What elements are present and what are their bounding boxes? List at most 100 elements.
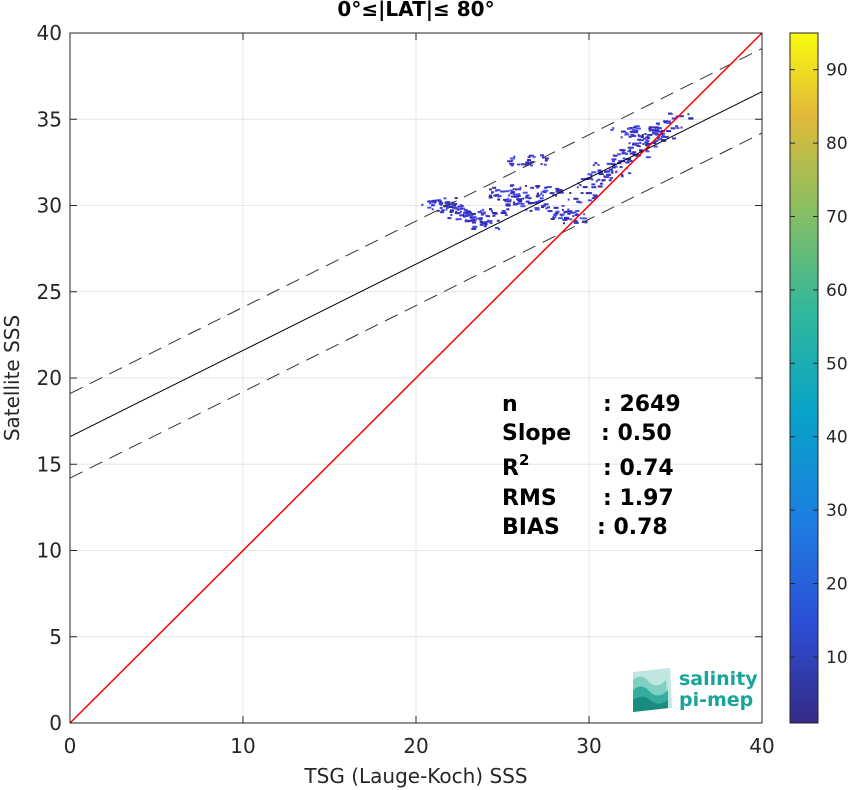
x-axis-label: TSG (Lauge-Koch) SSS xyxy=(303,764,527,788)
scatter-point xyxy=(681,115,684,118)
y-tick-label: 15 xyxy=(37,452,62,476)
scatter-point xyxy=(511,195,515,198)
scatter-point xyxy=(520,205,526,208)
scatter-point xyxy=(438,200,443,203)
scatter-cluster xyxy=(525,201,549,212)
scatter-point xyxy=(488,196,493,199)
scatter-point xyxy=(447,217,452,220)
scatter-point xyxy=(629,130,634,133)
scatter-point xyxy=(608,168,613,171)
scatter-point xyxy=(532,155,536,158)
scatter-point xyxy=(650,128,655,131)
scatter-point xyxy=(562,218,568,221)
scatter-point xyxy=(626,159,631,162)
scatter-point xyxy=(498,228,501,231)
scatter-point xyxy=(595,180,598,183)
scatter-point xyxy=(539,197,544,200)
scatter-point xyxy=(563,211,568,213)
scatter-point xyxy=(627,150,632,153)
scatter-point xyxy=(516,202,522,205)
scatter-point xyxy=(427,206,432,209)
scatter-point xyxy=(625,161,630,164)
scatter-point xyxy=(687,113,690,116)
scatter-cluster xyxy=(471,219,501,231)
regression-upper-dashed-line xyxy=(70,48,762,394)
scatter-point xyxy=(610,163,616,166)
scatter-point xyxy=(454,197,458,200)
scatter-point xyxy=(434,201,437,204)
scatter-point xyxy=(575,210,580,212)
scatter-point xyxy=(439,207,443,209)
scatter-point xyxy=(520,202,525,205)
scatter-point xyxy=(638,135,644,138)
scatter-point xyxy=(534,207,540,210)
scatter-point xyxy=(454,203,458,206)
scatter-point xyxy=(517,188,522,191)
scatter-point xyxy=(598,173,604,176)
scatter-point xyxy=(525,161,530,164)
scatter-point xyxy=(619,166,623,168)
scatter-point xyxy=(632,143,637,146)
scatter-point xyxy=(579,184,582,187)
scatter-cluster xyxy=(576,178,606,189)
scatter-point xyxy=(639,142,642,144)
scatter-point xyxy=(601,179,605,182)
scatter-point xyxy=(509,189,514,192)
scatter-point xyxy=(469,211,472,214)
scatter-point xyxy=(491,191,493,194)
y-tick-label: 35 xyxy=(37,107,62,131)
scatter-point xyxy=(590,174,593,177)
scatter-point xyxy=(455,218,459,221)
scatter-point xyxy=(489,208,493,211)
scatter-point xyxy=(517,195,521,197)
x-tick-label: 40 xyxy=(749,734,774,758)
scatter-point xyxy=(515,188,517,191)
scatter-point xyxy=(625,132,628,134)
scatter-point xyxy=(670,113,673,115)
scatter-point xyxy=(513,195,519,198)
scatter-point xyxy=(485,214,488,217)
scatter-point xyxy=(510,164,514,167)
scatter-point xyxy=(525,194,530,197)
scatter-point xyxy=(449,210,454,213)
scatter-point xyxy=(653,145,658,148)
scatter-point xyxy=(639,149,644,152)
scatter-point xyxy=(495,193,500,196)
scatter-point xyxy=(576,186,579,189)
scatter-point xyxy=(501,210,506,212)
scatter-point xyxy=(566,210,570,213)
scatter-point xyxy=(653,126,659,129)
scatter-point xyxy=(466,210,471,213)
scatter-point xyxy=(623,149,626,152)
scatter-point xyxy=(479,223,484,226)
scatter-point xyxy=(590,192,593,195)
scatter-point xyxy=(567,198,570,201)
scatter-point xyxy=(491,210,493,213)
scatter-point xyxy=(572,215,575,218)
scatter-point xyxy=(440,209,445,212)
scatter-cluster xyxy=(567,192,598,204)
scatter-point xyxy=(638,145,641,148)
scatter-point xyxy=(517,193,520,196)
scatter-point xyxy=(609,177,613,180)
scatter-point xyxy=(546,186,552,188)
scatter-point xyxy=(569,218,573,221)
scatter-point xyxy=(597,185,603,188)
x-tick-label: 30 xyxy=(576,734,601,758)
scatter-point xyxy=(541,206,545,209)
scatter-point xyxy=(613,165,618,168)
scatter-point xyxy=(555,210,560,213)
scatter-point xyxy=(543,163,547,166)
stat-r2-base: R xyxy=(502,456,519,481)
scatter-point xyxy=(621,173,624,176)
y-axis-ticks: 0 5 10 15 20 25 30 35 40 xyxy=(37,21,762,735)
colorbar-tick-label: 70 xyxy=(826,208,848,228)
scatter-point xyxy=(654,140,659,142)
scatter-point xyxy=(543,189,549,192)
scatter-point xyxy=(626,127,631,130)
scatter-point xyxy=(448,206,453,208)
scatter-point xyxy=(507,160,513,163)
scatter-point xyxy=(636,144,640,147)
scatter-point xyxy=(469,216,473,219)
scatter-point xyxy=(597,169,602,172)
